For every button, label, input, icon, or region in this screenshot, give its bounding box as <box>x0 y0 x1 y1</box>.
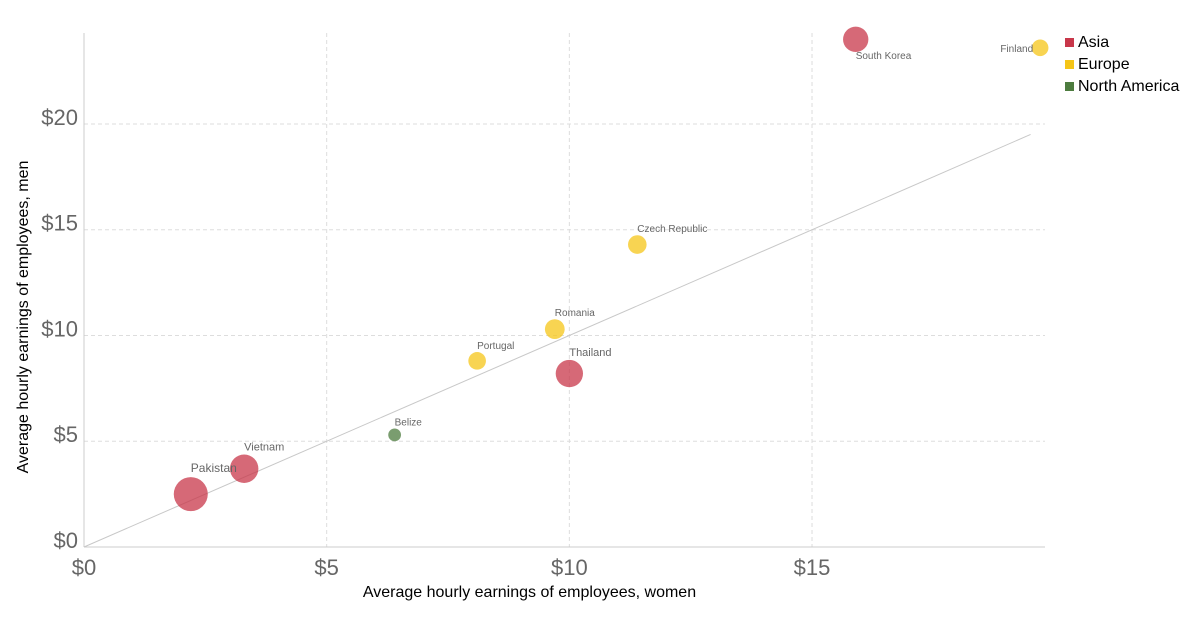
legend-swatch <box>1065 38 1074 47</box>
point-label: Thailand <box>569 347 611 359</box>
legend: Asia Europe North America <box>1065 34 1179 95</box>
x-tick-label: $0 <box>72 555 96 580</box>
point-label: Portugal <box>477 341 514 352</box>
point-label: Pakistan <box>191 461 237 475</box>
points-layer <box>173 26 1049 512</box>
legend-label: North America <box>1078 78 1179 95</box>
y-tick-label: $15 <box>41 211 78 236</box>
y-axis-title: Average hourly earnings of employees, me… <box>15 161 32 474</box>
x-tick-label: $10 <box>551 555 588 580</box>
point-label: Romania <box>555 308 595 319</box>
grid-layer <box>84 33 1045 547</box>
x-tick-label: $15 <box>794 555 831 580</box>
legend-label: Europe <box>1078 56 1130 73</box>
axis-layer: $0 $5 $10 $15 $0 $5 $10 $15 $20 <box>41 33 1045 580</box>
point-portugal <box>468 352 486 370</box>
y-tick-label: $10 <box>41 316 78 341</box>
point-label: Finland <box>1000 44 1033 55</box>
point-label: Belize <box>395 418 423 429</box>
point-labels-layer: Pakistan Vietnam Belize Portugal Romania Thai… <box>191 44 1033 475</box>
legend-swatch <box>1065 82 1074 91</box>
legend-swatch <box>1065 60 1074 69</box>
point-label: Vietnam <box>244 442 284 454</box>
x-axis-title: Average hourly earnings of employees, wo… <box>363 584 696 601</box>
point-finland <box>1031 39 1049 57</box>
point-label: Czech Republic <box>637 224 707 235</box>
y-tick-label: $20 <box>41 105 78 130</box>
point-thailand <box>555 359 584 388</box>
reference-line-layer <box>83 134 1031 548</box>
point-vietnam <box>229 454 259 483</box>
point-belize <box>388 428 402 442</box>
point-romania <box>544 319 565 340</box>
y-tick-label: $0 <box>54 528 78 553</box>
legend-label: Asia <box>1078 34 1109 51</box>
y-tick-label: $5 <box>54 422 78 447</box>
x-tick-label: $5 <box>314 555 338 580</box>
point-south-korea <box>843 26 869 53</box>
point-czech-republic <box>628 235 647 254</box>
reference-line <box>83 134 1031 548</box>
point-label: South Korea <box>856 51 912 62</box>
point-pakistan <box>173 477 208 512</box>
